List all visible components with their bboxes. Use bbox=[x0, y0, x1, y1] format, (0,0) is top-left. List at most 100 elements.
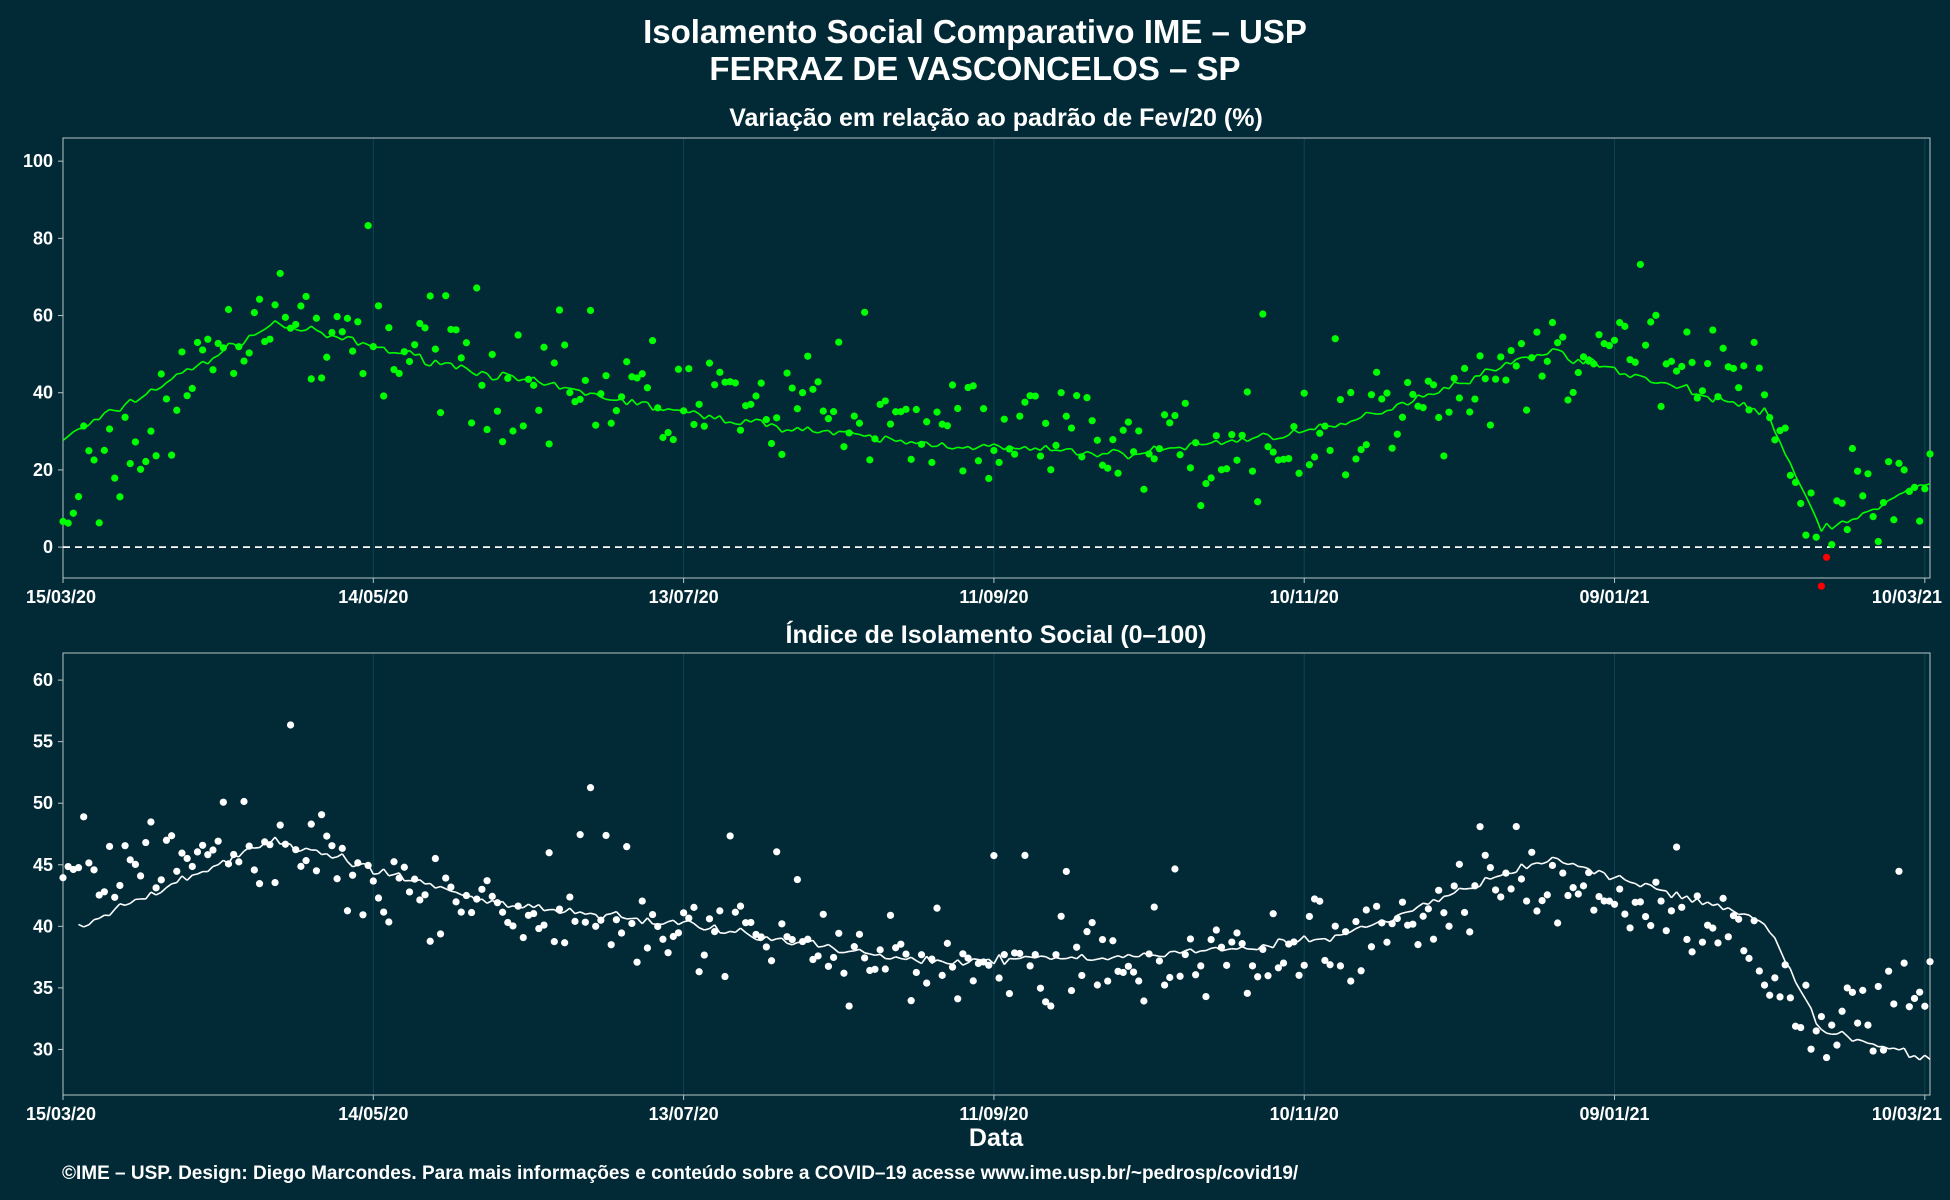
variation-data-point bbox=[1735, 384, 1743, 392]
index-moving-average-segment bbox=[1076, 953, 1083, 960]
variation-moving-average-segment bbox=[440, 362, 446, 366]
variation-moving-average-segment bbox=[124, 398, 131, 405]
index-moving-average-segment bbox=[1867, 1042, 1874, 1045]
index-moving-average-segment bbox=[1841, 1030, 1848, 1037]
variation-data-point bbox=[1264, 443, 1272, 451]
variation-moving-average-segment bbox=[1836, 520, 1843, 526]
variation-moving-average-segment bbox=[993, 443, 1000, 447]
variation-moving-average-segment bbox=[776, 425, 783, 433]
variation-moving-average-segment bbox=[269, 320, 276, 327]
variation-data-point bbox=[338, 328, 346, 336]
index-data-point bbox=[617, 929, 626, 937]
index-moving-average-segment bbox=[905, 956, 912, 961]
index-moving-average-segment bbox=[1913, 1054, 1921, 1061]
index-data-point bbox=[90, 866, 98, 874]
variation-moving-average-segment bbox=[1857, 512, 1864, 520]
index-moving-average-segment bbox=[108, 908, 116, 917]
variation-data-point bbox=[1926, 450, 1934, 458]
variation-data-point bbox=[1450, 374, 1458, 382]
index-data-point bbox=[845, 1002, 853, 1010]
index-xtick-label-5: 09/01/21 bbox=[1579, 1104, 1649, 1124]
index-panel-title: Índice de Isolamento Social (0–100) bbox=[786, 620, 1207, 649]
variation-moving-average-segment bbox=[1774, 431, 1781, 443]
index-moving-average-segment bbox=[1557, 857, 1564, 864]
variation-data-point bbox=[1347, 388, 1355, 397]
variation-data-point bbox=[1373, 368, 1381, 376]
index-moving-average-segment bbox=[1712, 903, 1719, 907]
variation-data-point bbox=[1786, 471, 1794, 479]
index-moving-average-segment bbox=[890, 956, 896, 960]
variation-data-point bbox=[1129, 448, 1138, 456]
index-data-point bbox=[592, 922, 600, 930]
index-data-point bbox=[1616, 885, 1624, 893]
variation-moving-average-segment bbox=[191, 364, 198, 371]
index-data-point bbox=[933, 904, 941, 912]
index-data-point bbox=[519, 933, 527, 942]
variation-data-point bbox=[1445, 408, 1453, 416]
variation-moving-average-segment bbox=[636, 401, 643, 406]
variation-moving-average-segment bbox=[336, 336, 343, 341]
index-data-point bbox=[1026, 962, 1034, 970]
variation-data-point bbox=[1610, 336, 1619, 344]
index-data-point bbox=[1771, 974, 1779, 982]
variation-data-point bbox=[881, 397, 889, 405]
variation-data-point bbox=[74, 492, 83, 501]
index-moving-average-segment bbox=[910, 956, 917, 962]
index-data-point bbox=[1357, 967, 1365, 975]
index-moving-average-segment bbox=[1360, 925, 1367, 929]
variation-xtick-label-1: 14/05/20 bbox=[338, 587, 408, 607]
variation-moving-average-segment bbox=[765, 423, 772, 428]
variation-data-point bbox=[157, 370, 165, 378]
index-data-point bbox=[1124, 962, 1132, 970]
variation-data-point bbox=[545, 440, 553, 448]
variation-moving-average-segment bbox=[1732, 401, 1740, 408]
variation-data-point bbox=[1822, 553, 1831, 561]
index-moving-average-segment bbox=[543, 908, 550, 912]
variation-moving-average-segment bbox=[827, 429, 835, 436]
index-moving-average-segment bbox=[165, 883, 173, 889]
variation-data-point bbox=[421, 324, 429, 332]
variation-data-point bbox=[493, 407, 502, 415]
variation-moving-average-segment bbox=[1453, 381, 1460, 385]
variation-moving-average-segment bbox=[507, 373, 514, 377]
variation-moving-average-segment bbox=[429, 359, 436, 367]
index-data-point bbox=[1388, 920, 1396, 928]
variation-moving-average-segment bbox=[1060, 448, 1067, 452]
variation-moving-average-segment bbox=[1619, 372, 1625, 376]
variation-moving-average-segment bbox=[1107, 448, 1114, 455]
index-data-point bbox=[1491, 886, 1500, 894]
variation-data-point bbox=[861, 308, 869, 316]
variation-data-point bbox=[1579, 353, 1588, 361]
variation-data-point bbox=[1828, 540, 1836, 549]
variation-data-point bbox=[561, 341, 569, 349]
variation-data-point bbox=[188, 384, 196, 393]
index-data-point bbox=[147, 818, 155, 826]
variation-data-point bbox=[943, 422, 951, 430]
index-moving-average-segment bbox=[207, 865, 214, 873]
variation-moving-average-segment bbox=[1546, 348, 1554, 355]
variation-data-point bbox=[902, 405, 910, 413]
variation-moving-average-segment bbox=[739, 418, 747, 426]
index-data-point bbox=[188, 862, 196, 871]
variation-data-point bbox=[1233, 456, 1241, 464]
index-data-point bbox=[1895, 867, 1903, 875]
variation-moving-average-segment bbox=[646, 401, 654, 411]
variation-moving-average-segment bbox=[755, 418, 762, 421]
variation-data-point bbox=[173, 406, 181, 414]
index-data-point bbox=[664, 949, 672, 957]
index-moving-average-segment bbox=[1624, 879, 1631, 883]
index-data-point bbox=[840, 969, 848, 977]
index-data-point bbox=[571, 917, 579, 925]
variation-moving-average-segment bbox=[1127, 453, 1135, 460]
index-moving-average-segment bbox=[331, 856, 338, 859]
variation-moving-average-segment bbox=[1707, 396, 1714, 403]
index-moving-average-segment bbox=[1314, 938, 1320, 941]
variation-data-point bbox=[1000, 415, 1008, 423]
variation-data-point bbox=[411, 341, 419, 349]
variation-moving-average-segment bbox=[1438, 386, 1445, 394]
variation-data-point bbox=[1388, 444, 1396, 452]
variation-moving-average-segment bbox=[1655, 381, 1662, 385]
variation-data-point bbox=[1171, 411, 1179, 420]
variation-data-point bbox=[483, 425, 491, 434]
variation-data-point bbox=[498, 438, 507, 446]
